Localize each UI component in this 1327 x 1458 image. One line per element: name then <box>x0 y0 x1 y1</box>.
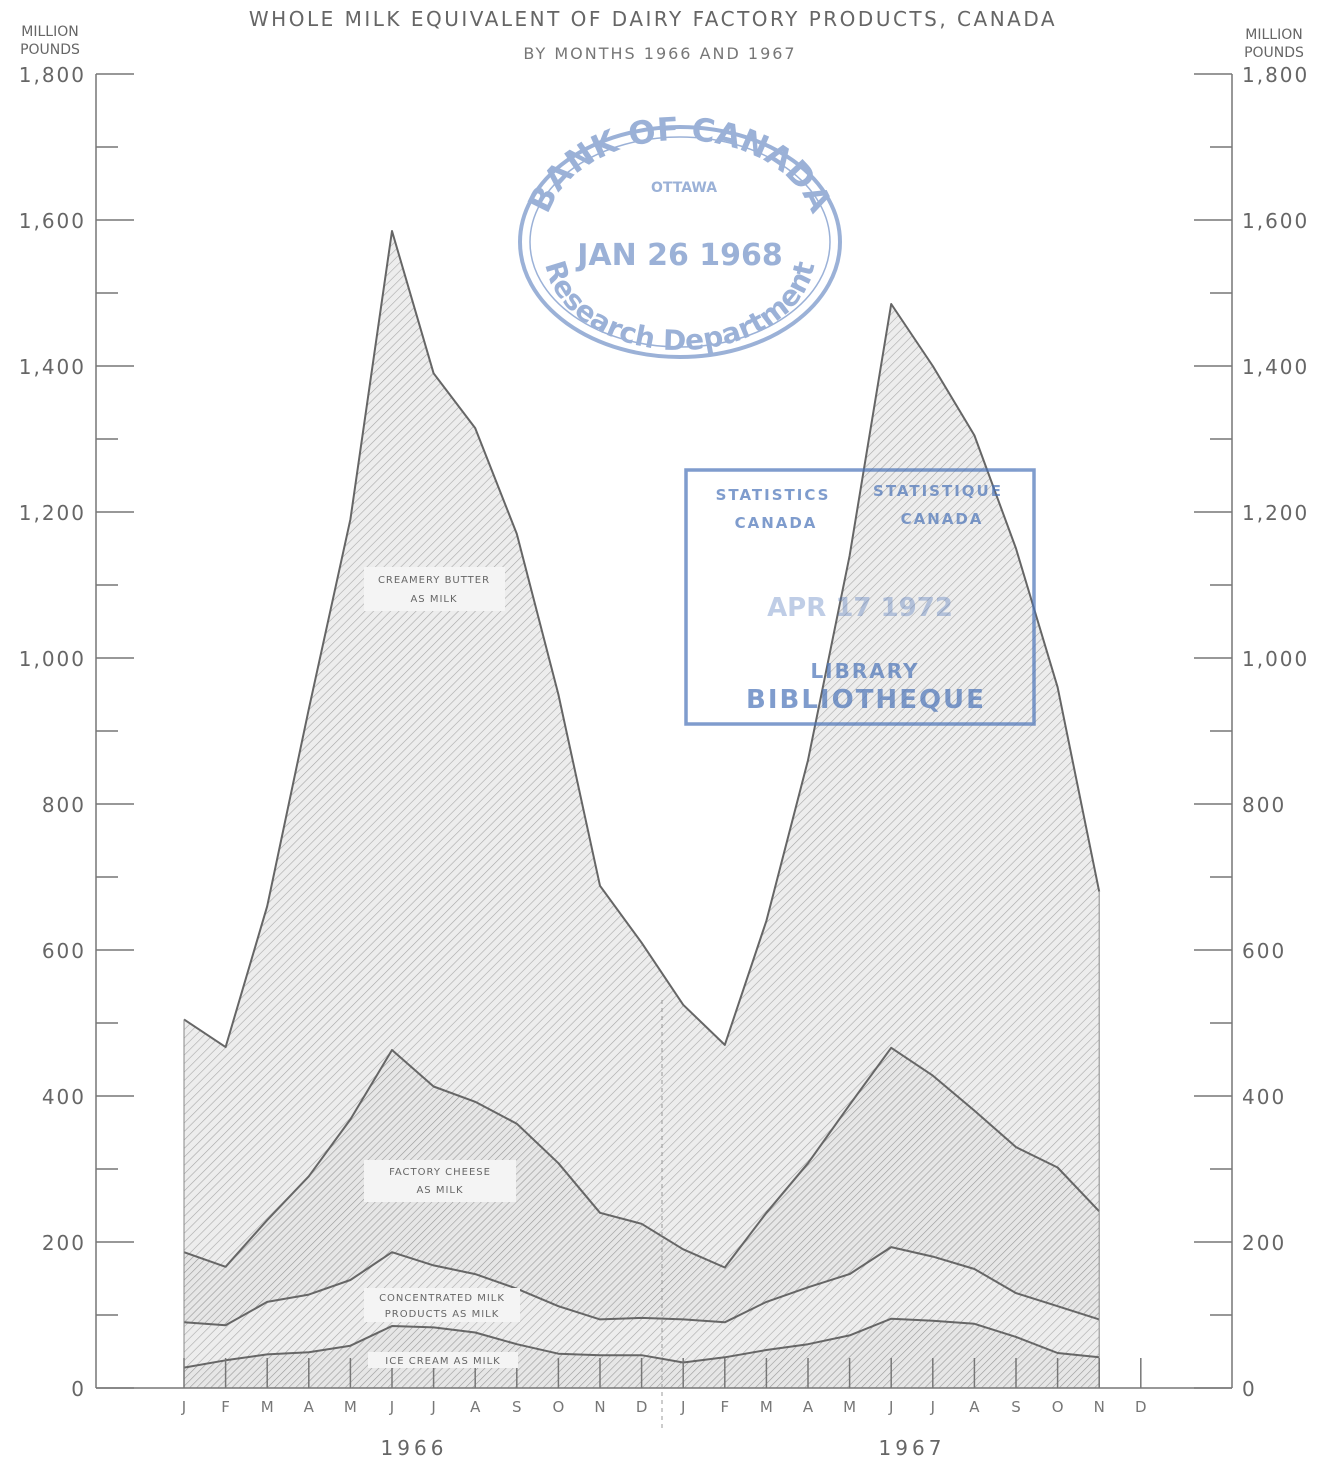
month-label: N <box>594 1398 605 1416</box>
factory-cheese-area <box>184 1047 1100 1326</box>
stamp-canada-en: CANADA <box>735 514 818 532</box>
bank-stamp-date: JAN 26 1968 <box>575 238 783 273</box>
ice-cream-area <box>184 1318 1100 1388</box>
svg-text:ICE CREAM AS MILK: ICE CREAM AS MILK <box>385 1356 500 1367</box>
month-label: M <box>843 1398 856 1416</box>
right-tick-label: 1,200 <box>1242 501 1309 525</box>
creamery-butter-area <box>184 231 1100 1268</box>
right-tick-label: 1,000 <box>1242 647 1309 671</box>
month-label: J <box>430 1398 435 1416</box>
stacked-areas <box>184 231 1100 1388</box>
month-label: J <box>389 1398 394 1416</box>
right-tick-label: 0 <box>1242 1377 1257 1401</box>
stamp-stat-fr: STATISTIQUE <box>873 482 1003 500</box>
bank-of-canada-stamp: BANK OF CANADA OTTAWA JAN 26 1968 Resear… <box>518 110 842 359</box>
month-label: J <box>680 1398 685 1416</box>
axes: 0 0 200 200 400 400 600 600 800 800 1,000 1,000 1,20… <box>19 63 1309 1401</box>
right-unit-line2: POUNDS <box>1244 45 1304 61</box>
left-tick-label: 0 <box>71 1377 86 1401</box>
concentrated-milk-area <box>184 1247 1100 1368</box>
month-label: J <box>930 1398 935 1416</box>
chart-title: WHOLE MILK EQUIVALENT OF DAIRY FACTORY P… <box>249 7 1057 31</box>
stamp-library-date: APR 17 1972 <box>767 593 953 623</box>
left-tick-label: 400 <box>42 1085 86 1109</box>
svg-text:PRODUCTS AS MILK: PRODUCTS AS MILK <box>385 1309 500 1320</box>
svg-text:FACTORY CHEESE: FACTORY CHEESE <box>389 1167 491 1178</box>
label-factory-cheese: FACTORY CHEESE AS MILK <box>364 1160 516 1202</box>
month-label: D <box>636 1398 648 1416</box>
right-unit-line1: MILLION <box>1245 27 1302 43</box>
ice-cream-line <box>183 1317 1100 1369</box>
right-tick-label: 1,400 <box>1242 355 1309 379</box>
bank-stamp-top: BANK OF CANADA <box>520 110 840 219</box>
right-tick-label: 400 <box>1242 1085 1286 1109</box>
right-tick-label: 1,800 <box>1242 63 1309 87</box>
bank-stamp-line: OTTAWA <box>651 180 717 196</box>
stamp-library-fr: BIBLIOTHEQUE <box>746 685 986 715</box>
month-label: O <box>1052 1398 1064 1416</box>
month-label: M <box>344 1398 357 1416</box>
month-label: S <box>512 1398 522 1416</box>
stamp-library-en: LIBRARY <box>810 659 919 683</box>
month-label: M <box>261 1398 274 1416</box>
month-label: S <box>1011 1398 1021 1416</box>
series-lines <box>183 230 1101 1388</box>
month-label: F <box>720 1398 729 1416</box>
right-tick-label: 1,600 <box>1242 209 1309 233</box>
left-unit-line1: MILLION <box>21 24 78 40</box>
right-tick-label: 200 <box>1242 1231 1286 1255</box>
label-concentrated-milk: CONCENTRATED MILK PRODUCTS AS MILK <box>364 1288 520 1322</box>
year-label-1967: 1967 <box>879 1436 946 1458</box>
month-label: A <box>969 1398 980 1416</box>
svg-text:AS MILK: AS MILK <box>416 1185 463 1196</box>
left-tick-label: 600 <box>42 939 86 963</box>
month-label: N <box>1094 1398 1105 1416</box>
left-unit-line2: POUNDS <box>20 42 80 58</box>
right-tick-label: 600 <box>1242 939 1286 963</box>
left-tick-label: 1,800 <box>19 63 86 87</box>
month-label: F <box>221 1398 230 1416</box>
stamp-canada-fr: CANADA <box>901 510 984 528</box>
month-label: D <box>1135 1398 1147 1416</box>
left-tick-label: 1,400 <box>19 355 86 379</box>
left-tick-label: 1,600 <box>19 209 86 233</box>
label-ice-cream: ICE CREAM AS MILK <box>368 1352 518 1368</box>
concentrated-milk-line <box>183 1246 1100 1327</box>
month-label: O <box>552 1398 564 1416</box>
statistics-canada-stamp: STATISTICS STATISTIQUE CANADA CANADA APR… <box>684 468 1036 726</box>
creamery-butter-line <box>183 230 1101 1049</box>
month-label: A <box>803 1398 814 1416</box>
month-label: A <box>470 1398 481 1416</box>
left-tick-label: 1,000 <box>19 647 86 671</box>
label-creamery-butter: CREAMERY BUTTER AS MILK <box>364 567 505 611</box>
month-label: J <box>181 1398 186 1416</box>
svg-text:AS MILK: AS MILK <box>410 594 457 605</box>
month-label: J <box>888 1398 893 1416</box>
right-tick-label: 800 <box>1242 793 1286 817</box>
factory-cheese-line <box>183 1046 1100 1269</box>
month-label: A <box>304 1398 315 1416</box>
svg-text:CONCENTRATED MILK: CONCENTRATED MILK <box>379 1293 505 1304</box>
stamp-stat-en: STATISTICS <box>716 486 831 504</box>
year-label-1966: 1966 <box>381 1436 448 1458</box>
left-tick-label: 200 <box>42 1231 86 1255</box>
chart-subtitle: BY MONTHS 1966 AND 1967 <box>523 44 796 63</box>
month-label: M <box>760 1398 773 1416</box>
svg-text:CREAMERY BUTTER: CREAMERY BUTTER <box>378 575 490 586</box>
left-tick-label: 800 <box>42 793 86 817</box>
left-tick-label: 1,200 <box>19 501 86 525</box>
